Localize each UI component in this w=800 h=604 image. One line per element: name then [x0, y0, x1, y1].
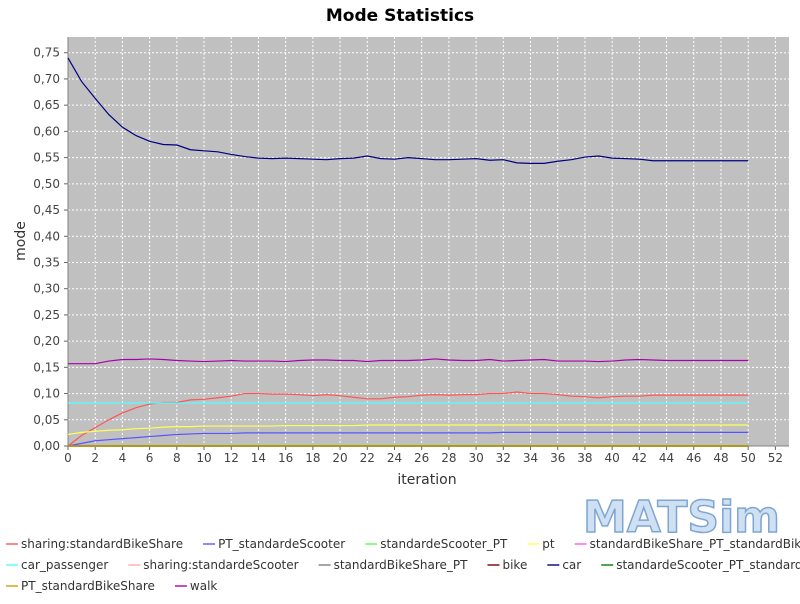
- legend-label: pt: [542, 537, 555, 551]
- x-tick-label: 48: [713, 451, 728, 465]
- series-line: [67, 424, 749, 436]
- legend: sharing:standardBikeShare PT_standardeSco…: [6, 537, 800, 593]
- y-tick-label: 0,30: [33, 282, 60, 296]
- legend-label: walk: [190, 579, 218, 593]
- x-tick-label: 38: [577, 451, 592, 465]
- x-tick-label: 46: [686, 451, 701, 465]
- x-tick-label: 16: [278, 451, 293, 465]
- y-axis-title: mode: [13, 221, 29, 261]
- legend-label: PT_standardBikeShare: [21, 579, 155, 593]
- y-tick-label: 0,60: [33, 124, 60, 138]
- y-tick-label: 0,65: [33, 98, 60, 112]
- y-tick-label: 0,35: [33, 255, 60, 269]
- y-tick-label: 0,75: [33, 46, 60, 60]
- y-tick-label: 0,00: [33, 439, 60, 453]
- x-tick-label: 14: [251, 451, 266, 465]
- x-tick-label: 10: [196, 451, 211, 465]
- y-tick-label: 0,20: [33, 334, 60, 348]
- legend-label: standardBikeShare_PT: [334, 558, 469, 572]
- x-tick-label: 2: [91, 451, 99, 465]
- series-line: [67, 391, 749, 447]
- legend-label: car: [562, 558, 581, 572]
- chart-title: Mode Statistics: [326, 6, 474, 26]
- x-tick-label: 42: [632, 451, 647, 465]
- x-tick-label: 40: [605, 451, 620, 465]
- x-tick-label: 4: [119, 451, 127, 465]
- x-tick-label: 32: [496, 451, 511, 465]
- x-tick-label: 18: [305, 451, 320, 465]
- matsim-logo: MATSim: [582, 491, 781, 544]
- x-tick-label: 30: [468, 451, 483, 465]
- gridlines: [67, 37, 789, 447]
- y-tick-label: 0,45: [33, 203, 60, 217]
- x-tick-label: 24: [387, 451, 402, 465]
- series-line: [67, 57, 749, 164]
- legend-label: bike: [502, 558, 527, 572]
- y-tick-label: 0,40: [33, 229, 60, 243]
- series-lines: [67, 57, 749, 447]
- x-tick-label: 26: [414, 451, 429, 465]
- y-tick-label: 0,70: [33, 72, 60, 86]
- series-line: [67, 431, 749, 447]
- legend-label: standardeScooter_PT_standardeScooter: [616, 558, 800, 572]
- y-tick-label: 0,55: [33, 151, 60, 165]
- legend-label: standardBikeShare_PT_standardBikeShare: [590, 537, 800, 551]
- legend-label: sharing:standardBikeShare: [21, 537, 183, 551]
- x-tick-label: 50: [741, 451, 756, 465]
- x-tick-label: 36: [550, 451, 565, 465]
- x-tick-label: 20: [332, 451, 347, 465]
- y-tick-label: 0,15: [33, 360, 60, 374]
- x-tick-label: 34: [523, 451, 538, 465]
- legend-label: standardeScooter_PT: [380, 537, 508, 551]
- y-tick-label: 0,10: [33, 387, 60, 401]
- legend-label: car_passenger: [21, 558, 108, 572]
- y-tick-label: 0,25: [33, 308, 60, 322]
- x-tick-label: 8: [173, 451, 181, 465]
- y-tick-label: 0,05: [33, 413, 60, 427]
- legend-label: sharing:standardeScooter: [143, 558, 298, 572]
- y-tick-label: 0,50: [33, 177, 60, 191]
- x-tick-label: 6: [146, 451, 154, 465]
- x-tick-label: 12: [224, 451, 239, 465]
- plot-area: [68, 37, 789, 446]
- series-line: [68, 358, 749, 365]
- x-axis-title: iteration: [397, 472, 456, 488]
- x-tick-label: 28: [441, 451, 456, 465]
- legend-label: PT_standardeScooter: [218, 537, 345, 551]
- logo-text: MATSim: [583, 492, 780, 543]
- x-tick-label: 22: [360, 451, 375, 465]
- x-tick-label: 44: [659, 451, 674, 465]
- x-tick-label: 0: [64, 451, 72, 465]
- x-tick-label: 52: [768, 451, 783, 465]
